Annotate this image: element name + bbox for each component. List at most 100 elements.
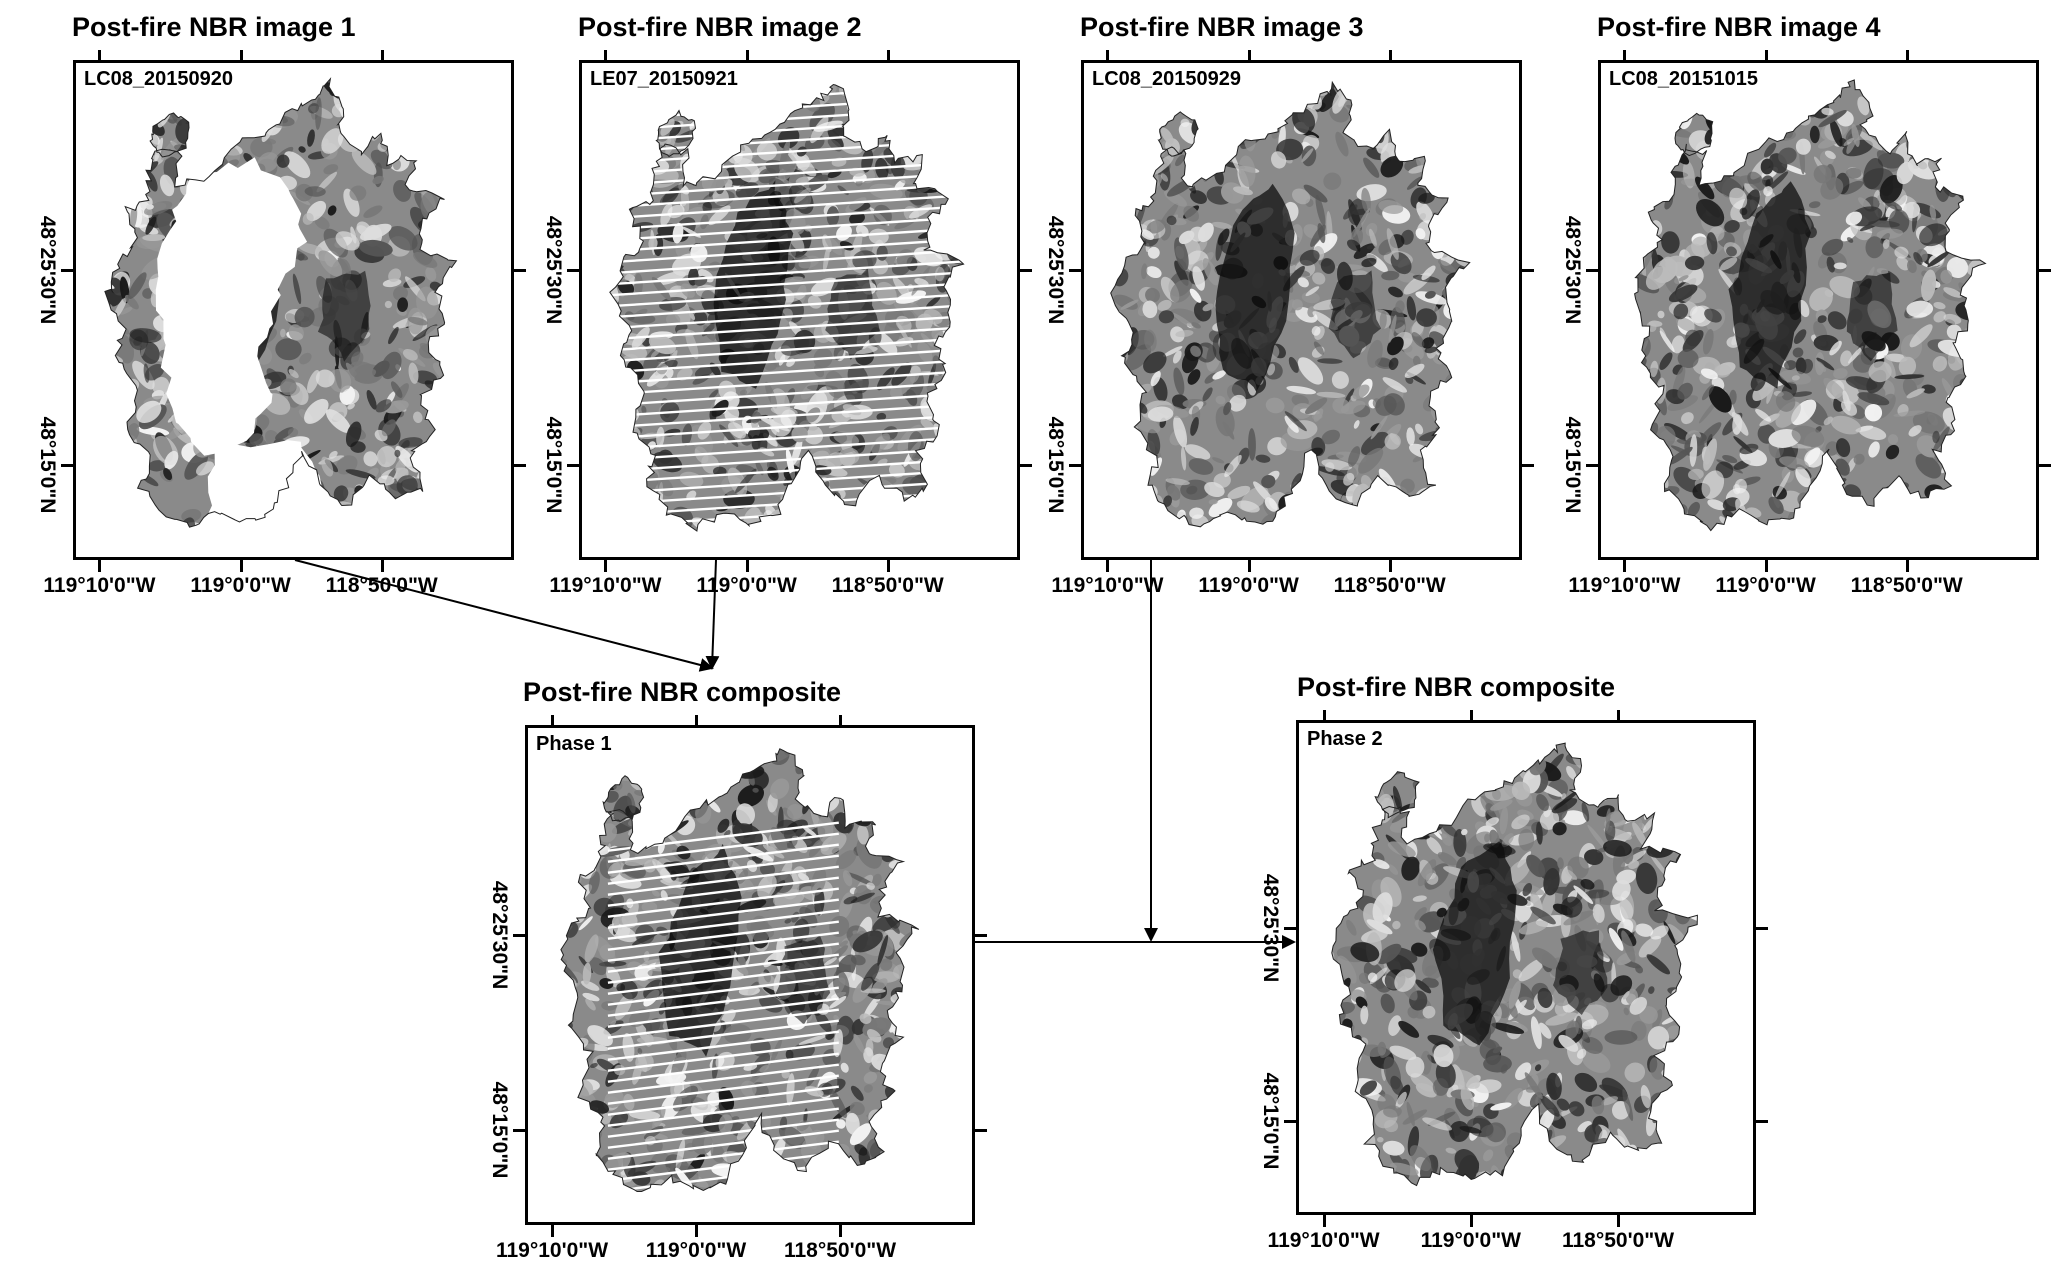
- y-tick-mark: [61, 464, 73, 467]
- x-tick-label: 118°50'0"W: [1850, 574, 1963, 597]
- x-tick-label: 118°50'0"W: [1561, 1229, 1675, 1252]
- x-tick-label: 119°10'0"W: [549, 574, 662, 597]
- y-tick-mark: [1586, 269, 1598, 272]
- y-tick-mark: [1284, 1119, 1296, 1123]
- x-tick-mark: [551, 1225, 554, 1237]
- x-tick-mark: [745, 50, 749, 60]
- panel-1-title: Post-fire NBR image 1: [72, 12, 356, 42]
- map-panel-3: LC08_20150929: [1081, 60, 1522, 560]
- burn-map-image: [560, 748, 920, 1192]
- scene-label: LC08_20151015: [1609, 68, 1759, 90]
- x-tick-label: 119°0'0"W: [1715, 574, 1816, 597]
- y-tick-mark: [61, 269, 73, 272]
- x-tick-mark: [1617, 710, 1620, 720]
- panel-4-title: Post-fire NBR image 4: [1597, 12, 1881, 42]
- scene-label: LC08_20150929: [1092, 68, 1242, 90]
- x-tick-mark: [886, 560, 890, 572]
- y-tick-mark: [975, 934, 987, 937]
- y-tick-label: 48°25'30"N: [1044, 215, 1067, 325]
- scene-label: LC08_20150920: [84, 68, 234, 90]
- x-tick-mark: [1469, 1215, 1473, 1227]
- panel-2-title: Post-fire NBR image 2: [578, 12, 862, 42]
- panel-3-title: Post-fire NBR image 3: [1080, 12, 1364, 42]
- y-tick-label: 48°15'0"N: [542, 416, 565, 514]
- x-tick-mark: [1617, 1215, 1620, 1227]
- y-tick-label: 48°15'0"N: [36, 416, 59, 514]
- x-tick-mark: [1905, 560, 1909, 572]
- y-tick-mark: [1020, 464, 1032, 467]
- x-tick-mark: [1106, 560, 1110, 572]
- composite-2-title: Post-fire NBR composite: [1297, 672, 1616, 702]
- x-tick-mark: [695, 715, 698, 725]
- x-tick-mark: [1322, 710, 1326, 720]
- y-tick-mark: [1756, 926, 1768, 930]
- scene-label: LE07_20150921: [590, 68, 738, 90]
- x-tick-label: 119°10'0"W: [495, 1239, 609, 1262]
- phase-label: Phase 1: [536, 733, 612, 755]
- y-tick-mark: [2039, 269, 2051, 272]
- x-tick-mark: [1764, 50, 1768, 60]
- x-tick-mark: [98, 560, 102, 572]
- y-tick-mark: [1586, 464, 1598, 467]
- y-tick-mark: [514, 269, 526, 272]
- x-tick-mark: [1247, 560, 1251, 572]
- y-tick-mark: [1756, 1119, 1768, 1123]
- x-tick-label: 118°50'0"W: [1333, 574, 1446, 597]
- x-tick-mark: [239, 560, 243, 572]
- x-tick-mark: [604, 50, 608, 60]
- x-tick-mark: [1106, 50, 1110, 60]
- y-tick-mark: [567, 464, 579, 467]
- x-tick-mark: [380, 50, 384, 60]
- x-tick-label: 119°0'0"W: [1198, 574, 1299, 597]
- y-tick-label: 48°15'0"N: [488, 1081, 511, 1179]
- x-tick-mark: [380, 560, 384, 572]
- x-tick-label: 119°0'0"W: [190, 574, 291, 597]
- burn-map-image: [104, 77, 458, 528]
- y-tick-mark: [1522, 464, 1534, 467]
- y-tick-mark: [1522, 269, 1534, 272]
- x-tick-mark: [551, 715, 554, 725]
- map-panel-1: LC08_20150920: [73, 60, 514, 560]
- x-tick-mark: [695, 1225, 698, 1237]
- x-tick-label: 118°50'0"W: [783, 1239, 897, 1262]
- composite-panel-2: Phase 2: [1296, 720, 1756, 1215]
- x-tick-mark: [745, 560, 749, 572]
- y-tick-mark: [1069, 464, 1081, 467]
- x-tick-mark: [1623, 50, 1627, 60]
- y-tick-mark: [513, 1129, 525, 1132]
- x-tick-label: 119°10'0"W: [1051, 574, 1164, 597]
- x-tick-label: 118°50'0"W: [831, 574, 944, 597]
- y-tick-label: 48°15'0"N: [1044, 416, 1067, 514]
- y-tick-mark: [2039, 464, 2051, 467]
- y-tick-label: 48°25'30"N: [1561, 215, 1584, 325]
- y-tick-mark: [1069, 269, 1081, 272]
- burn-map-image: [1634, 79, 1987, 532]
- x-tick-mark: [1905, 50, 1909, 60]
- y-tick-mark: [567, 269, 579, 272]
- x-tick-mark: [1247, 50, 1251, 60]
- x-tick-mark: [839, 1225, 842, 1237]
- x-tick-label: 119°10'0"W: [1568, 574, 1681, 597]
- y-tick-mark: [1284, 926, 1296, 930]
- x-tick-mark: [239, 50, 243, 60]
- x-tick-mark: [1623, 560, 1627, 572]
- x-tick-mark: [1469, 710, 1473, 720]
- x-tick-label: 118°50'0"W: [325, 574, 438, 597]
- map-panel-4: LC08_20151015: [1598, 60, 2039, 560]
- burn-map-image: [609, 83, 965, 532]
- composite-panel-1: Phase 1: [525, 725, 975, 1225]
- x-tick-mark: [1764, 560, 1768, 572]
- x-tick-mark: [839, 715, 842, 725]
- y-tick-mark: [975, 1129, 987, 1132]
- y-tick-label: 48°15'0"N: [1561, 416, 1584, 514]
- y-tick-mark: [1020, 269, 1032, 272]
- map-panel-2: LE07_20150921: [579, 60, 1020, 560]
- burn-map-image: [1331, 742, 1698, 1187]
- y-tick-label: 48°25'30"N: [36, 215, 59, 325]
- y-tick-label: 48°25'30"N: [488, 880, 511, 990]
- x-tick-mark: [886, 50, 890, 60]
- phase-label: Phase 2: [1307, 728, 1383, 750]
- x-tick-label: 119°0'0"W: [645, 1239, 747, 1262]
- y-tick-label: 48°15'0"N: [1259, 1072, 1282, 1170]
- composite-1-title: Post-fire NBR composite: [523, 677, 842, 707]
